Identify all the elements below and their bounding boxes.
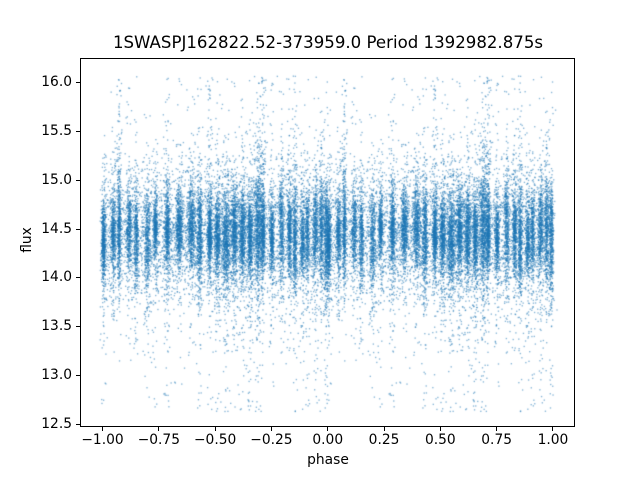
x-tick-mark bbox=[327, 427, 329, 431]
y-tick-label: 16.0 bbox=[41, 74, 72, 91]
x-tick-label: −0.75 bbox=[137, 432, 180, 448]
x-tick-mark bbox=[158, 427, 160, 431]
plot-title: 1SWASPJ162822.52-373959.0 Period 1392982… bbox=[112, 33, 544, 52]
y-tick-mark bbox=[76, 82, 80, 84]
x-tick-mark bbox=[439, 427, 441, 431]
x-tick-label: −0.25 bbox=[250, 432, 293, 448]
y-tick-mark bbox=[76, 277, 80, 279]
x-tick-mark bbox=[383, 427, 385, 431]
x-tick-label: 0.50 bbox=[424, 432, 456, 448]
x-tick-mark bbox=[102, 427, 104, 431]
x-tick-label: 0.00 bbox=[312, 432, 344, 448]
x-tick-label: 0.75 bbox=[481, 432, 513, 448]
x-tick-mark bbox=[214, 427, 216, 431]
y-tick-mark bbox=[76, 179, 80, 181]
y-tick-label: 15.0 bbox=[41, 171, 72, 188]
x-tick-mark bbox=[496, 427, 498, 431]
y-tick-label: 14.5 bbox=[41, 220, 72, 237]
y-tick-label: 14.0 bbox=[41, 269, 72, 286]
y-tick-label: 15.5 bbox=[41, 123, 72, 140]
x-tick-label: 0.25 bbox=[368, 432, 400, 448]
x-axis-label: phase bbox=[307, 452, 349, 468]
y-tick-label: 12.5 bbox=[41, 415, 72, 432]
y-tick-mark bbox=[76, 326, 80, 328]
x-tick-mark bbox=[270, 427, 272, 431]
y-tick-label: 13.0 bbox=[41, 367, 72, 383]
y-tick-mark bbox=[76, 228, 80, 230]
y-tick-label: 13.5 bbox=[41, 318, 72, 335]
x-tick-label: 1.00 bbox=[537, 432, 569, 448]
y-tick-mark bbox=[76, 375, 80, 376]
y-tick-mark bbox=[76, 423, 80, 425]
x-tick-label: −1.00 bbox=[81, 432, 124, 448]
x-tick-label: −0.50 bbox=[193, 432, 237, 448]
y-tick-mark bbox=[76, 131, 80, 133]
x-tick-mark bbox=[552, 427, 554, 431]
